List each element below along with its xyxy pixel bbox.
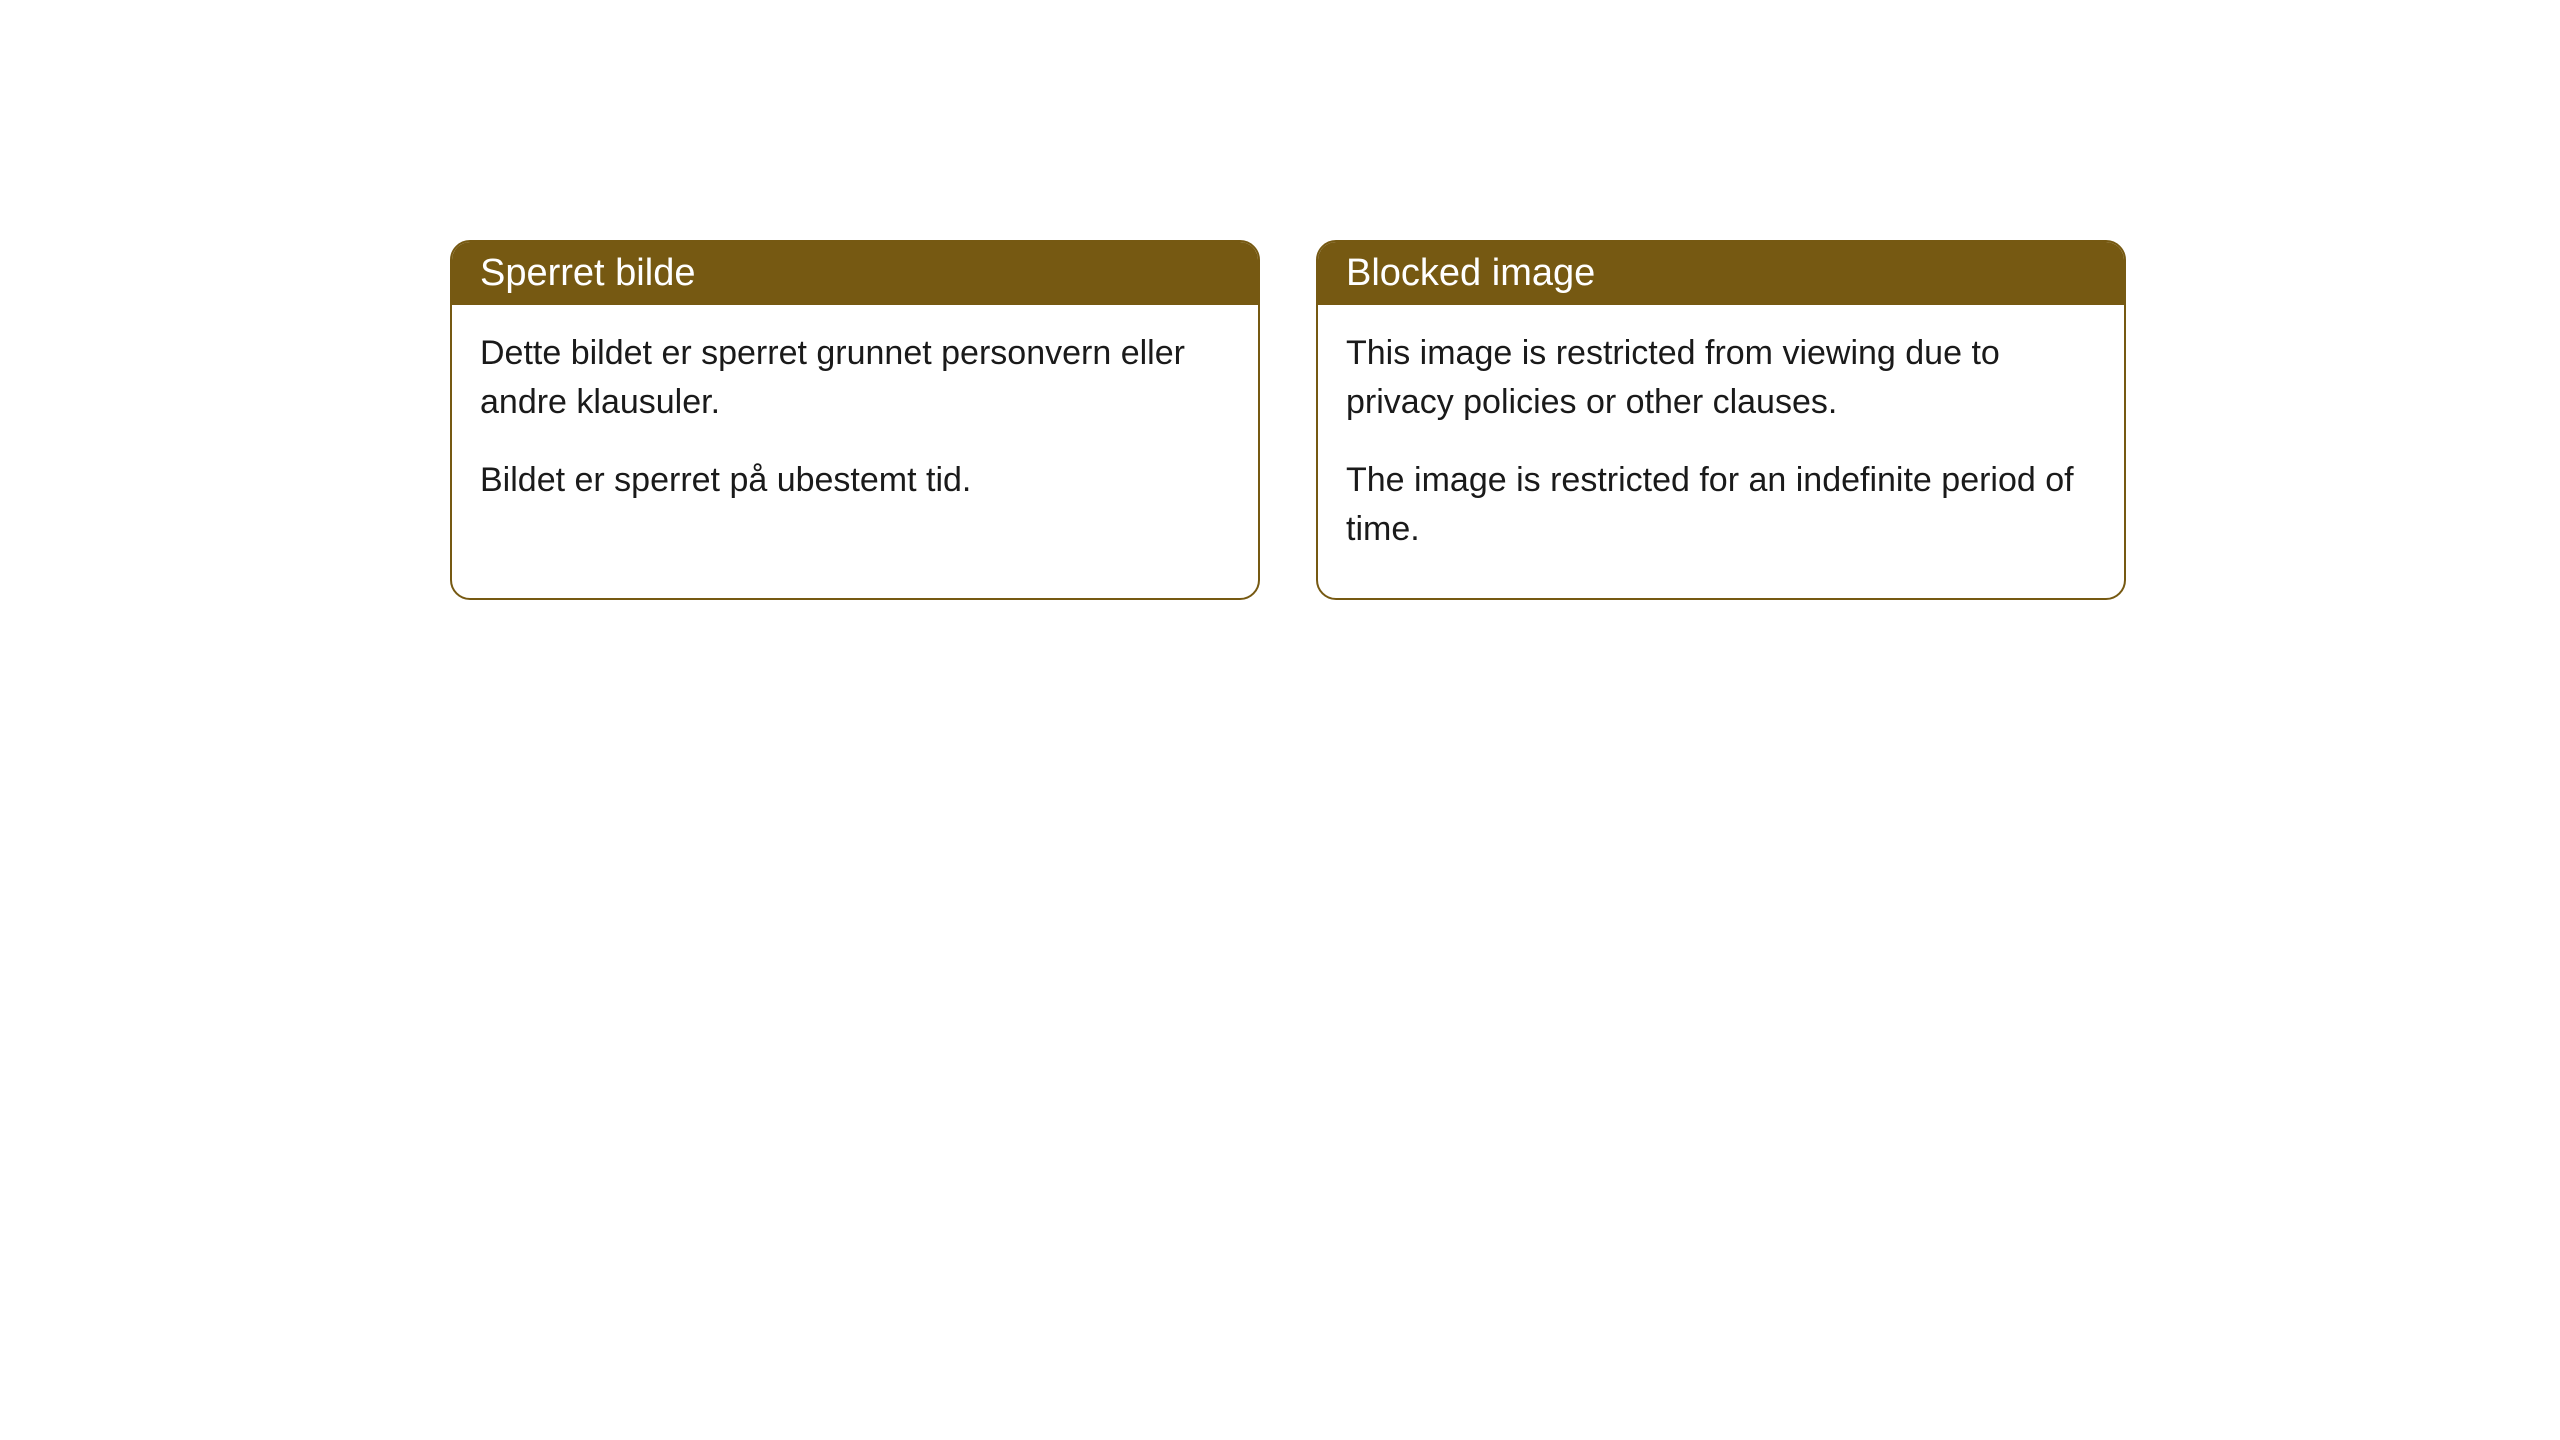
card-header: Blocked image — [1318, 242, 2124, 305]
blocked-image-card-norwegian: Sperret bilde Dette bildet er sperret gr… — [450, 240, 1260, 600]
card-body: This image is restricted from viewing du… — [1318, 305, 2124, 598]
card-title: Sperret bilde — [480, 252, 695, 294]
card-paragraph-2: Bildet er sperret på ubestemt tid. — [480, 456, 1230, 505]
card-header: Sperret bilde — [452, 242, 1258, 305]
card-body: Dette bildet er sperret grunnet personve… — [452, 305, 1258, 549]
blocked-image-card-english: Blocked image This image is restricted f… — [1316, 240, 2126, 600]
card-paragraph-1: This image is restricted from viewing du… — [1346, 329, 2096, 428]
card-paragraph-2: The image is restricted for an indefinit… — [1346, 456, 2096, 555]
card-title: Blocked image — [1346, 252, 1595, 294]
cards-container: Sperret bilde Dette bildet er sperret gr… — [450, 240, 2126, 600]
card-paragraph-1: Dette bildet er sperret grunnet personve… — [480, 329, 1230, 428]
